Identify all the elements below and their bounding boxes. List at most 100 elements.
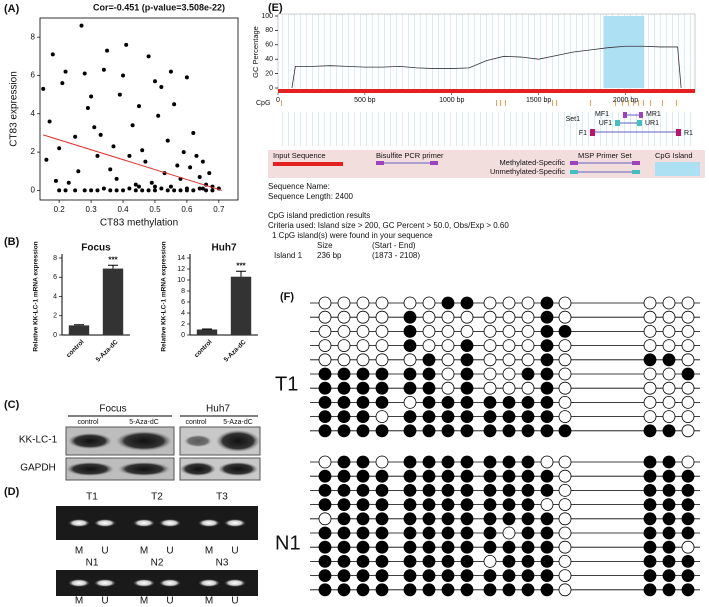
- cpg-site: [422, 381, 436, 395]
- legend-label: Unmethylated-Specific: [490, 167, 565, 176]
- info-line: CpG island prediction results: [268, 211, 370, 220]
- cpg-site: [337, 310, 351, 324]
- cpg-site: [337, 395, 351, 409]
- cpg-site: [403, 324, 417, 338]
- y-axis-label: GC Percentage: [251, 26, 260, 78]
- lane-label: 5-Aza-dC: [129, 419, 159, 426]
- cpg-site: [460, 469, 474, 483]
- cpg-site: [681, 410, 695, 424]
- y-tick-label: 14: [177, 255, 185, 262]
- cpg-site: [441, 324, 455, 338]
- point: [159, 84, 164, 89]
- cpg-site: [662, 583, 676, 597]
- cpg-site: [337, 483, 351, 497]
- point: [121, 73, 126, 78]
- cpg-site: [681, 324, 695, 338]
- cpg-site: [558, 339, 572, 353]
- cpg-site: [643, 339, 657, 353]
- sample-label: N3: [216, 558, 229, 569]
- point: [152, 79, 157, 84]
- cpg-site: [521, 526, 535, 540]
- y-tick-label: 8: [53, 255, 57, 262]
- cpg-site: [356, 367, 370, 381]
- cpg-site: [375, 569, 389, 582]
- gel-band: [68, 519, 90, 527]
- info-line: Sequence Name:: [268, 182, 330, 191]
- cpg-site: [318, 483, 332, 497]
- info-line: Island 1: [274, 251, 303, 260]
- cpg-site: [521, 353, 535, 367]
- point: [165, 138, 170, 143]
- cpg-site: [662, 339, 676, 353]
- point: [105, 48, 110, 53]
- cpg-site: [681, 310, 695, 324]
- point: [82, 71, 87, 76]
- cpg-site: [318, 555, 332, 568]
- error-bar: [74, 324, 84, 326]
- x-tick-label: 0: [276, 97, 280, 104]
- significance: ***: [108, 255, 118, 264]
- cpg-site: [643, 310, 657, 324]
- cpg-site: [460, 526, 474, 540]
- cpg-site: [540, 296, 554, 310]
- blot-row-label: GAPDH: [20, 463, 56, 474]
- cpg-site: [521, 395, 535, 409]
- x-axis-label: CT83 methylation: [100, 218, 178, 229]
- cpg-site: [662, 483, 676, 497]
- point: [210, 188, 215, 193]
- cpg-site: [502, 424, 516, 438]
- panel-label: (F): [280, 291, 294, 303]
- y-tick-label: 6: [181, 299, 185, 306]
- point: [73, 134, 78, 139]
- cpg-site: [375, 395, 389, 409]
- cpg-site: [643, 583, 657, 597]
- point: [140, 188, 145, 193]
- cpg-site: [662, 410, 676, 424]
- point: [41, 86, 46, 91]
- cpg-site: [337, 469, 351, 483]
- gel-band: [94, 519, 116, 527]
- y-tick-label: 10: [177, 277, 185, 284]
- cpg-site: [662, 469, 676, 483]
- point: [53, 178, 58, 183]
- x-tick-label: 0.7: [213, 205, 225, 214]
- point: [146, 54, 151, 59]
- y-tick-label: 8: [181, 288, 185, 295]
- x-tick-label: 1000 bp: [439, 97, 464, 104]
- cpg-site: [337, 353, 351, 367]
- cpg-site: [356, 424, 370, 438]
- cpg-site: [403, 381, 417, 395]
- cpg-site: [375, 339, 389, 353]
- x-tick-label: 5-Aza-dC: [223, 338, 248, 363]
- point: [194, 153, 199, 158]
- cpg-site: [540, 367, 554, 381]
- cpg-site: [558, 526, 572, 540]
- legend-label: CpG Island: [655, 151, 693, 160]
- cpg-site: [441, 569, 455, 582]
- cpg-site: [403, 526, 417, 540]
- sample-label: T1: [86, 492, 98, 503]
- cpg-site: [483, 367, 497, 381]
- chart-title: Focus: [81, 243, 111, 254]
- cpg-island: [603, 16, 645, 88]
- cpg-site: [540, 498, 554, 512]
- cpg-site: [681, 353, 695, 367]
- cpg-site: [483, 324, 497, 338]
- cpg-site: [662, 353, 676, 367]
- point: [127, 153, 132, 158]
- cpg-site: [403, 455, 417, 469]
- x-tick-label: control: [193, 339, 214, 360]
- cpg-site: [540, 469, 554, 483]
- point: [95, 153, 100, 158]
- cpg-site: [422, 310, 436, 324]
- cpg-site: [375, 310, 389, 324]
- cpg-site: [375, 540, 389, 554]
- cpg-site: [422, 512, 436, 526]
- primer-label: UF1: [599, 120, 612, 127]
- point: [175, 163, 180, 168]
- point: [95, 188, 100, 193]
- cpg-site: [662, 498, 676, 512]
- y-tick-label: 4: [181, 310, 185, 317]
- cpg-site: [441, 469, 455, 483]
- gel-band: [159, 519, 181, 527]
